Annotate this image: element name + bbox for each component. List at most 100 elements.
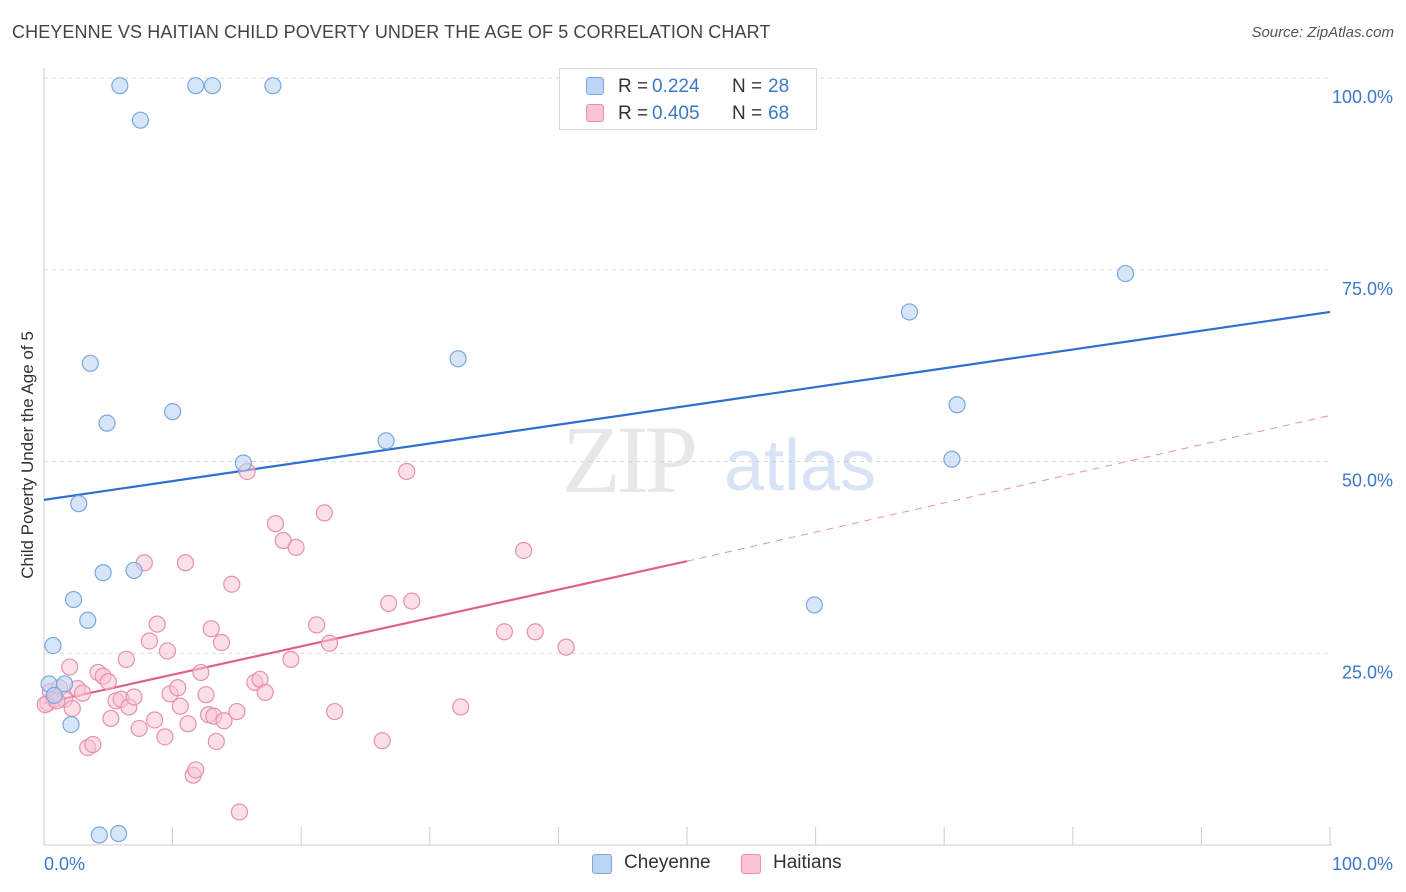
cheyenne-point bbox=[44, 636, 62, 655]
haitians-point bbox=[156, 728, 174, 746]
cheyenne-point bbox=[111, 77, 129, 95]
cheyenne-point bbox=[187, 77, 205, 95]
y-tick-label: 50.0% bbox=[1342, 471, 1393, 491]
watermark-atlas: atlas bbox=[724, 426, 876, 506]
haitians-point bbox=[495, 623, 513, 641]
haitians-point bbox=[63, 699, 81, 718]
haitians-point bbox=[215, 712, 233, 730]
haitians-point bbox=[73, 684, 92, 702]
cheyenne-point bbox=[900, 303, 919, 321]
cheyenne-point bbox=[449, 350, 467, 368]
cheyenne-point bbox=[131, 111, 150, 129]
haitians-point bbox=[125, 688, 143, 706]
x-tick-label: 100.0% bbox=[1332, 854, 1393, 874]
cheyenne-point bbox=[948, 396, 966, 414]
haitians-point bbox=[197, 686, 215, 704]
cheyenne-point bbox=[94, 564, 112, 582]
haitians-point bbox=[140, 632, 159, 650]
haitians-point bbox=[148, 615, 166, 633]
legend-r-label: R = bbox=[618, 103, 649, 124]
source-label: Source: ZipAtlas.com bbox=[1251, 24, 1394, 41]
haitians-point bbox=[308, 616, 326, 634]
legend-n-label: N = bbox=[732, 76, 763, 97]
cheyenne-point bbox=[943, 450, 961, 468]
cheyenne-point bbox=[164, 403, 182, 421]
tick-labels: 25.0% 50.0% 75.0% 100.0% 0.0% 100.0% bbox=[44, 87, 1393, 874]
bottom-legend-label: Haitians bbox=[773, 852, 842, 873]
cheyenne-point bbox=[234, 454, 252, 472]
cheyenne-point bbox=[125, 561, 143, 580]
watermark-zip: ZIP bbox=[562, 406, 695, 513]
cheyenne-point bbox=[62, 715, 80, 734]
y-tick-label: 75.0% bbox=[1342, 279, 1393, 299]
haitians-point bbox=[287, 538, 305, 557]
haitians-trendline-extension bbox=[686, 414, 1331, 562]
legend-r-label: R = bbox=[618, 76, 649, 97]
cheyenne-point bbox=[45, 686, 63, 705]
cheyenne-point bbox=[98, 414, 116, 432]
haitians-point bbox=[223, 575, 241, 593]
haitians-point bbox=[187, 761, 205, 779]
cheyenne-point bbox=[203, 77, 222, 95]
haitians-point bbox=[202, 620, 220, 638]
haitians-point bbox=[526, 623, 544, 641]
cheyenne-point bbox=[55, 675, 74, 693]
haitians-point bbox=[61, 658, 79, 676]
legend-n-value: 28 bbox=[768, 76, 790, 97]
haitians-point bbox=[452, 698, 470, 716]
haitians-point bbox=[266, 515, 285, 533]
haitians-point bbox=[179, 715, 197, 733]
legend-r-value: 0.224 bbox=[652, 76, 700, 97]
chart-title: CHEYENNE VS HAITIAN CHILD POVERTY UNDER … bbox=[12, 22, 771, 42]
haitians-point bbox=[557, 638, 575, 656]
haitians-point bbox=[403, 592, 421, 610]
haitians-point bbox=[99, 673, 117, 691]
trendlines bbox=[43, 310, 1331, 705]
cheyenne-point bbox=[805, 596, 823, 614]
haitians-point bbox=[84, 735, 102, 754]
cheyenne-point bbox=[377, 432, 395, 450]
stats-legend: R = 0.224 N = 28 R = 0.405 N = 68 bbox=[559, 68, 817, 130]
haitians-point bbox=[515, 541, 533, 560]
haitians-point bbox=[171, 697, 189, 715]
y-axis-label: Child Poverty Under the Age of 5 bbox=[18, 331, 37, 579]
haitians-point bbox=[145, 711, 164, 729]
axes bbox=[43, 68, 1332, 846]
haitians-point bbox=[373, 732, 391, 750]
haitians-point bbox=[398, 462, 416, 481]
cheyenne-trendline bbox=[43, 310, 1331, 501]
haitians-point bbox=[256, 683, 274, 701]
haitians-point bbox=[102, 709, 120, 728]
haitians-point bbox=[315, 504, 333, 522]
haitians-trendline bbox=[43, 560, 688, 705]
x-tick-label: 0.0% bbox=[44, 854, 85, 874]
haitians-point bbox=[230, 803, 249, 821]
cheyenne-point bbox=[81, 354, 99, 372]
haitians-point bbox=[192, 663, 210, 682]
cheyenne-point bbox=[70, 495, 88, 513]
haitians-point bbox=[212, 633, 231, 652]
data-points bbox=[36, 77, 1135, 844]
watermark: ZIP atlas bbox=[562, 406, 876, 513]
gridlines bbox=[44, 77, 1330, 654]
haitians-point bbox=[176, 554, 195, 572]
haitians-point bbox=[380, 594, 398, 612]
cheyenne-point bbox=[109, 824, 128, 843]
y-tick-label: 25.0% bbox=[1342, 662, 1393, 682]
cheyenne-point bbox=[79, 611, 97, 629]
legend-r-value: 0.405 bbox=[652, 103, 700, 124]
cheyenne-swatch bbox=[586, 77, 604, 95]
haitians-point bbox=[326, 702, 344, 721]
bottom-legend-label: Cheyenne bbox=[624, 852, 711, 873]
cheyenne-point bbox=[264, 77, 282, 95]
haitians-point bbox=[130, 719, 148, 738]
haitians-point bbox=[282, 650, 300, 668]
cheyenne-point bbox=[64, 590, 83, 609]
haitians-point bbox=[320, 634, 339, 652]
haitians-point bbox=[228, 702, 246, 721]
cheyenne-swatch bbox=[592, 854, 612, 874]
haitians-point bbox=[207, 732, 225, 751]
haitians-point bbox=[158, 642, 177, 660]
haitians-swatch bbox=[741, 854, 761, 874]
